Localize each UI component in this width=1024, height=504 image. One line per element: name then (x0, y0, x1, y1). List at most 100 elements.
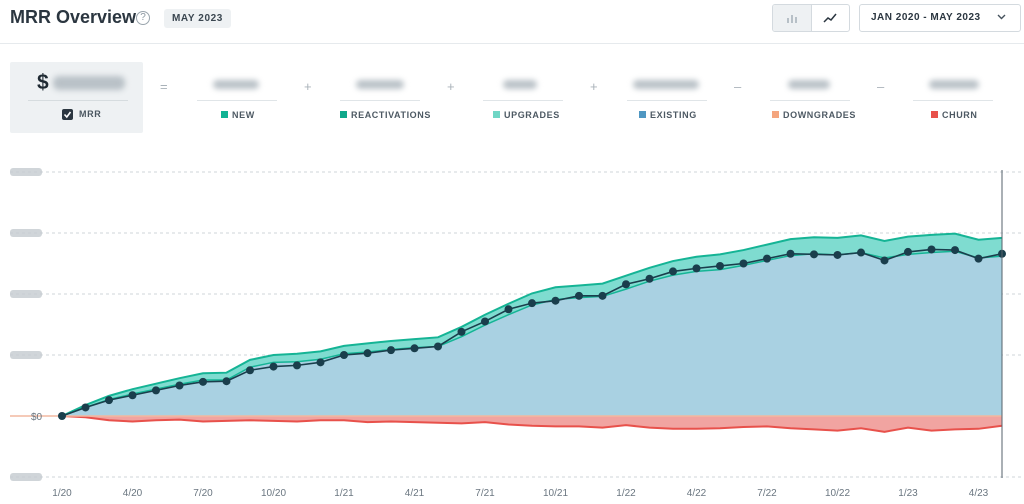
net-mrr-point (927, 245, 936, 254)
net-mrr-point (269, 362, 278, 371)
net-mrr-point (222, 377, 231, 386)
net-mrr-point (857, 248, 865, 257)
bar-chart-icon (786, 15, 797, 23)
legend-downgrades: DOWNGRADES (772, 110, 856, 120)
net-mrr-point (880, 256, 889, 265)
net-mrr-point (105, 396, 113, 405)
net-mrr-point (410, 344, 419, 353)
legend-churn: CHURN (931, 110, 978, 120)
net-mrr-point (528, 299, 536, 308)
month-badge[interactable]: MAY 2023 (164, 9, 231, 28)
net-mrr-point (387, 346, 395, 355)
redacted-value (213, 80, 259, 89)
x-tick-label: 7/22 (757, 488, 777, 499)
net-mrr-point (622, 280, 630, 289)
header-bar: MRR Overview ? MAY 2023 JAN 2020 - MAY 2… (0, 0, 1024, 44)
legend-swatch (340, 111, 347, 118)
divider (627, 100, 707, 101)
legend-label: EXISTING (650, 110, 697, 120)
net-mrr-point (152, 386, 160, 395)
x-tick-label: 10/22 (825, 488, 850, 499)
net-mrr-point (58, 412, 66, 420)
redacted-y-label (10, 351, 42, 359)
existing-area (62, 251, 1002, 416)
x-tick-label: 4/23 (969, 488, 989, 499)
question-circle-icon[interactable]: ? (136, 11, 150, 25)
legend-swatch (772, 111, 779, 118)
mrr-summary-card[interactable]: $ MRR (10, 62, 143, 133)
y-tick-label: $0 (31, 412, 43, 423)
net-mrr-point (974, 254, 983, 263)
date-range-dropdown[interactable]: JAN 2020 - MAY 2023 (859, 4, 1021, 32)
line-chart-icon (823, 13, 837, 23)
x-tick-label: 4/21 (405, 488, 425, 499)
legend-existing: EXISTING (639, 110, 697, 120)
minus-operator: – (877, 79, 885, 94)
x-tick-label: 1/22 (616, 488, 636, 499)
net-mrr-point (763, 254, 771, 263)
plus-operator: + (447, 79, 455, 94)
churn-line (61, 415, 1003, 433)
net-mrr-point (786, 249, 795, 258)
net-mrr-point (340, 351, 348, 359)
x-tick-label: 1/23 (898, 488, 918, 499)
line-chart-button[interactable] (812, 5, 850, 31)
net-mrr-point (810, 250, 818, 259)
mrr-chart[interactable]: $0 1/20 4/20 7/20 10/20 1/21 4/21 7/21 10/21 1/22… (0, 150, 1024, 504)
legend-swatch (931, 111, 938, 118)
x-tick-label: 10/21 (543, 488, 568, 499)
net-mrr-point (833, 250, 842, 259)
currency-symbol: $ (37, 71, 49, 94)
x-tick-label: 7/20 (193, 488, 213, 499)
minus-operator: – (734, 79, 742, 94)
net-mrr-point (692, 264, 701, 273)
legend-swatch (221, 111, 228, 118)
date-range-label: JAN 2020 - MAY 2023 (871, 12, 981, 23)
redacted-value (788, 80, 830, 89)
net-mrr-point (951, 246, 959, 255)
chevron-down-icon (997, 5, 1006, 31)
divider (28, 100, 128, 101)
net-mrr-point (481, 317, 489, 326)
divider (483, 100, 563, 101)
redacted-value (633, 80, 699, 89)
x-tick-label: 4/20 (123, 488, 143, 499)
net-mrr-point (199, 377, 207, 386)
net-mrr-point (128, 391, 137, 400)
net-mrr-point (457, 327, 466, 336)
legend-label: DOWNGRADES (783, 110, 856, 120)
net-mrr-point (246, 366, 254, 375)
mrr-checkbox[interactable] (62, 109, 73, 120)
divider (770, 100, 850, 101)
net-mrr-point (739, 259, 748, 268)
redacted-y-label (10, 473, 42, 481)
net-mrr-point (598, 291, 607, 300)
plus-operator: + (304, 79, 312, 94)
x-tick-label: 4/22 (687, 488, 707, 499)
growth-top-line (61, 232, 1003, 417)
net-mrr-point (551, 296, 560, 305)
redacted-value (503, 80, 537, 89)
net-mrr-point (293, 361, 301, 370)
legend-swatch (493, 111, 500, 118)
plus-operator: + (590, 79, 598, 94)
legend-label: REACTIVATIONS (351, 110, 431, 120)
net-mrr-point (575, 291, 583, 300)
net-mrr-point (504, 305, 513, 314)
divider (340, 100, 420, 101)
bar-chart-button[interactable] (773, 5, 812, 31)
legend-label: NEW (232, 110, 255, 120)
redacted-y-label (10, 290, 42, 298)
legend-upgrades: UPGRADES (493, 110, 560, 120)
legend-reactivations: REACTIVATIONS (340, 110, 431, 120)
legend-label: UPGRADES (504, 110, 560, 120)
x-tick-label: 1/20 (52, 488, 72, 499)
net-mrr-point (434, 342, 442, 351)
legend-new: NEW (221, 110, 255, 120)
checkmark-icon (63, 111, 72, 119)
net-mrr-point (175, 381, 184, 390)
x-tick-label: 1/21 (334, 488, 354, 499)
net-mrr-point (316, 358, 325, 367)
net-mrr-point (669, 267, 677, 276)
divider (197, 100, 277, 101)
